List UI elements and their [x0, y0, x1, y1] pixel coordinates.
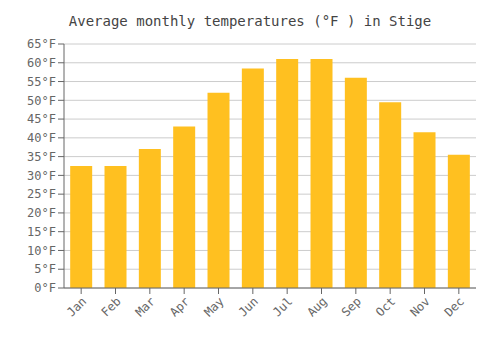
svg-text:65°F: 65°F: [27, 37, 56, 51]
svg-text:25°F: 25°F: [27, 187, 56, 201]
svg-text:5°F: 5°F: [34, 262, 56, 276]
svg-text:Apr: Apr: [167, 294, 192, 319]
svg-text:45°F: 45°F: [27, 112, 56, 126]
svg-text:Jul: Jul: [270, 294, 295, 319]
svg-text:Mar: Mar: [133, 294, 158, 319]
svg-text:Jun: Jun: [236, 294, 261, 319]
svg-text:55°F: 55°F: [27, 75, 56, 89]
svg-text:Sep: Sep: [339, 294, 364, 319]
svg-text:Feb: Feb: [98, 294, 123, 319]
svg-text:20°F: 20°F: [27, 206, 56, 220]
svg-text:Oct: Oct: [373, 294, 398, 319]
svg-text:60°F: 60°F: [27, 56, 56, 70]
html-text:Average monthly temperatures (: Average monthly temperatures (°F ) in St…: [68, 13, 432, 29]
svg-text:50°F: 50°F: [27, 94, 56, 108]
svg-text:Jan: Jan: [64, 294, 89, 319]
svg-text:Nov: Nov: [407, 294, 432, 319]
svg-text:May: May: [201, 294, 226, 319]
svg-text:30°F: 30°F: [27, 169, 56, 183]
svg-text:15°F: 15°F: [27, 225, 56, 239]
svg-text:40°F: 40°F: [27, 131, 56, 145]
svg-text:35°F: 35°F: [27, 150, 56, 164]
svg-text:10°F: 10°F: [27, 244, 56, 258]
svg-text:Dec: Dec: [442, 294, 467, 319]
svg-text:Aug: Aug: [304, 294, 329, 319]
svg-text:0°F: 0°F: [34, 281, 56, 295]
